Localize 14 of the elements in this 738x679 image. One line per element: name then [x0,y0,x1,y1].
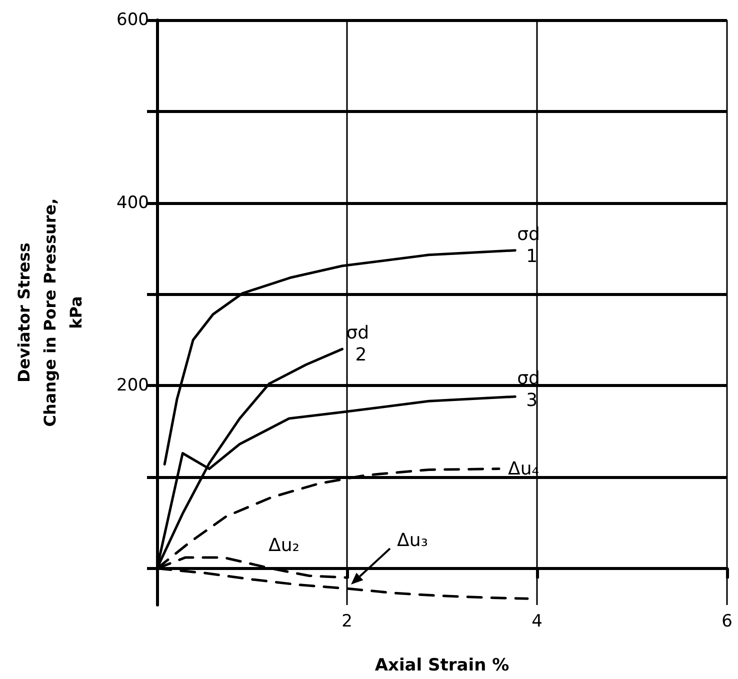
series-label: Δu₂ [268,534,300,556]
x-tick-label: 2 [342,612,352,632]
annotation: σd [346,322,370,344]
x-tick-label: 6 [722,612,732,632]
y-tick-label: 400 [116,192,149,213]
series-label: 1 [526,246,538,267]
x-tick-label: 4 [532,612,542,632]
y-tick-label: 200 [116,376,149,396]
series-label: 2 [355,344,367,366]
series-label: 3 [526,390,538,412]
y-tick-label: 600 [116,10,149,30]
y-axis-title: Deviator Stress Change in Pore Pressure, kPa [14,198,86,427]
x-axis-title: Axial Strain % [374,656,510,676]
text: Δu₃ [397,530,428,552]
